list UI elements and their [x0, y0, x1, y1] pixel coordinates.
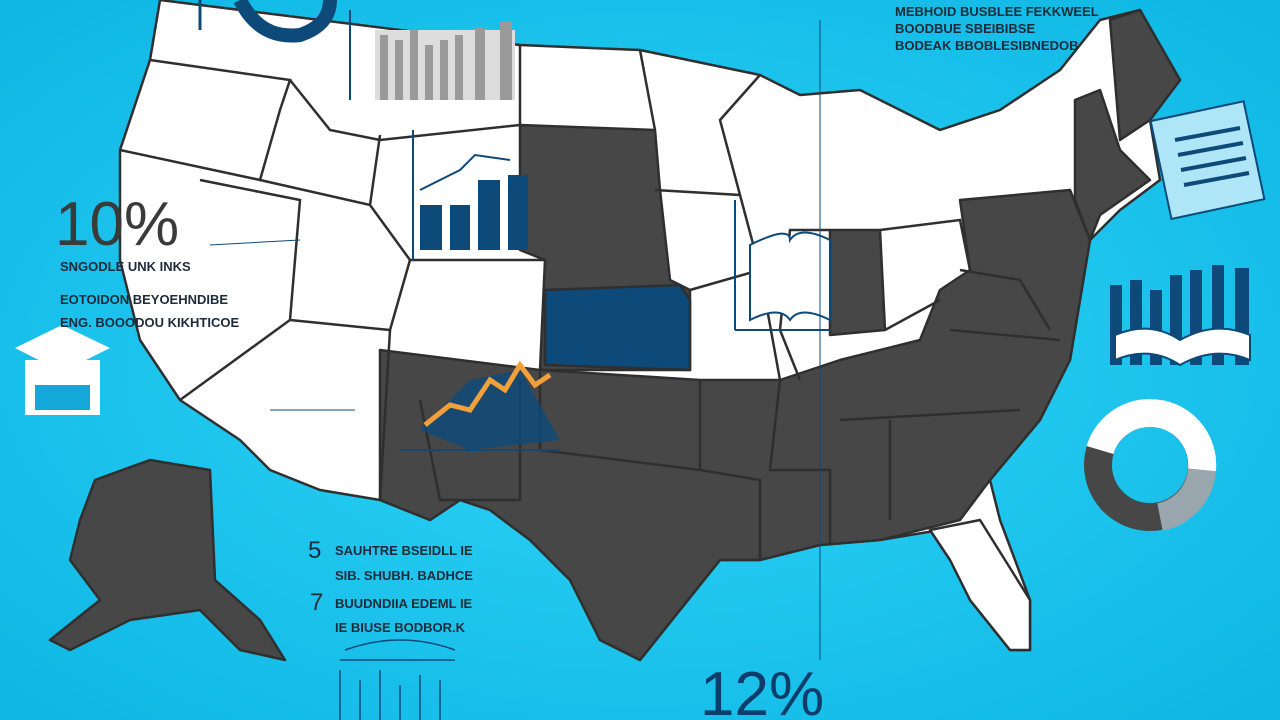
- decor-right-chart: [1110, 265, 1251, 367]
- list-line: BUUDNDIIA EDEML IE: [335, 596, 473, 611]
- list-number: 5: [308, 537, 321, 564]
- decor-book: [734, 200, 831, 331]
- bottom-stat: 12%: [700, 660, 824, 720]
- northeast: [1073, 88, 1152, 242]
- decor-bars-top: [375, 22, 515, 100]
- left-stat-line: EOTOIDON BEYOEHNDIBE: [60, 292, 228, 307]
- maine: [1108, 8, 1182, 142]
- decor-bottom-chart: [339, 639, 456, 720]
- left-stat-line: SNGODLE UNK INKS: [60, 259, 191, 274]
- list-line: SIB. SHUBH. BADHCE: [335, 568, 473, 583]
- decor-donut: [1084, 398, 1217, 531]
- kansas: [543, 283, 692, 372]
- decor-top-ring: [198, 0, 821, 660]
- decor-bars: [412, 130, 528, 260]
- note-line: BODEAK BBOBLESIBNEDOB: [895, 38, 1078, 53]
- note-line: MEBHOID BUSBLEE FEKKWEEL: [895, 4, 1099, 19]
- list-line: SAUHTRE BSEIDLL IE: [335, 543, 473, 558]
- list-line: IE BIUSE BODBOR.K: [335, 620, 466, 635]
- indiana: [828, 228, 887, 337]
- southern-eastern-states: [378, 188, 1092, 662]
- alaska: [48, 458, 287, 662]
- decor-document: [1149, 100, 1266, 221]
- decor-line-chart: [400, 360, 560, 451]
- left-stat-line: ENG. BOOODOU KIKHTICOE: [60, 315, 239, 330]
- decor-cap-icon: [15, 325, 110, 415]
- florida: [928, 518, 1032, 652]
- left-stat: 10%: [55, 190, 179, 259]
- leader-line: [209, 239, 301, 246]
- list-number: 7: [310, 589, 323, 616]
- note-line: BOODBUE SBEIBIBSE: [895, 21, 1035, 36]
